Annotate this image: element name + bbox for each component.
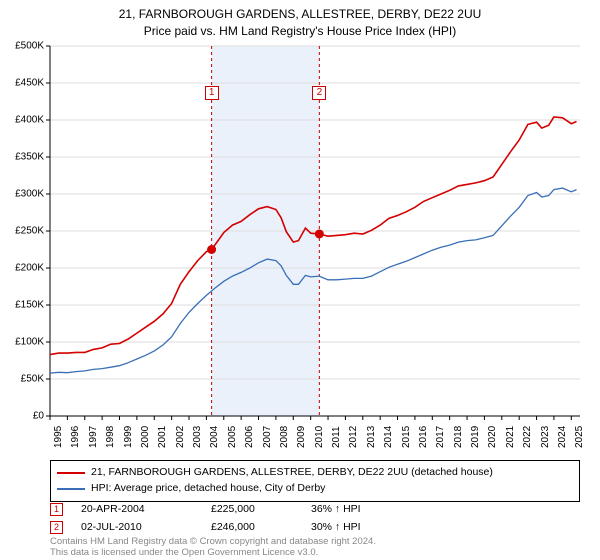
legend: 21, FARNBOROUGH GARDENS, ALLESTREE, DERB… — [50, 460, 580, 502]
x-tick-label: 2008 — [279, 426, 290, 448]
legend-swatch — [57, 472, 85, 474]
x-tick-label: 1996 — [70, 426, 81, 448]
x-tick-label: 2001 — [157, 426, 168, 448]
x-tick-label: 2004 — [209, 426, 220, 448]
x-tick-label: 1997 — [88, 426, 99, 448]
y-tick-label: £150K — [15, 300, 44, 311]
y-tick-label: £500K — [15, 41, 44, 52]
x-tick-label: 2024 — [557, 426, 568, 448]
x-tick-label: 2012 — [348, 426, 359, 448]
y-tick-label: £200K — [15, 263, 44, 274]
y-tick-label: £350K — [15, 152, 44, 163]
legend-swatch — [57, 488, 85, 490]
legend-text: HPI: Average price, detached house, City… — [91, 481, 325, 497]
sales-rows: 1 20-APR-2004£225,00036% ↑ HPI 2 02-JUL-201… — [50, 500, 411, 536]
title-line1: 21, FARNBOROUGH GARDENS, ALLESTREE, DERB… — [0, 6, 600, 23]
x-tick-label: 2023 — [540, 426, 551, 448]
sale-marker-label: 2 — [312, 86, 326, 100]
x-tick-label: 2011 — [331, 426, 342, 448]
sale-date: 02-JUL-2010 — [81, 521, 211, 533]
x-tick-label: 2003 — [192, 426, 203, 448]
y-tick-label: £400K — [15, 115, 44, 126]
sale-pct: 30% ↑ HPI — [311, 521, 411, 533]
x-tick-label: 2016 — [418, 426, 429, 448]
y-tick-label: £450K — [15, 78, 44, 89]
chart-container: 21, FARNBOROUGH GARDENS, ALLESTREE, DERB… — [0, 0, 600, 560]
x-tick-label: 2022 — [522, 426, 533, 448]
plot-area: 12 — [50, 46, 580, 416]
x-tick-label: 2002 — [175, 426, 186, 448]
legend-item: HPI: Average price, detached house, City… — [57, 481, 573, 497]
sale-row: 1 20-APR-2004£225,00036% ↑ HPI — [50, 500, 411, 518]
x-tick-label: 2017 — [435, 426, 446, 448]
x-tick-label: 1995 — [53, 426, 64, 448]
y-tick-label: £0 — [33, 411, 44, 422]
sale-price: £246,000 — [211, 521, 311, 533]
x-tick-label: 2014 — [383, 426, 394, 448]
sale-marker-label: 1 — [205, 86, 219, 100]
x-tick-label: 2018 — [453, 426, 464, 448]
x-tick-label: 2006 — [244, 426, 255, 448]
x-tick-label: 2020 — [487, 426, 498, 448]
x-tick-label: 2007 — [262, 426, 273, 448]
chart-svg — [50, 46, 580, 416]
credits: Contains HM Land Registry data © Crown c… — [50, 537, 376, 559]
y-tick-label: £100K — [15, 337, 44, 348]
x-tick-label: 2013 — [366, 426, 377, 448]
y-tick-label: £50K — [21, 374, 44, 385]
y-axis: £0£50K£100K£150K£200K£250K£300K£350K£400… — [0, 46, 48, 416]
credits-line2: This data is licensed under the Open Gov… — [50, 548, 376, 559]
x-tick-label: 2021 — [505, 426, 516, 448]
x-axis: 1995 1996 1997 1998 1999 2000 2001 2002 2003 2004… — [50, 416, 580, 456]
title-block: 21, FARNBOROUGH GARDENS, ALLESTREE, DERB… — [0, 0, 600, 40]
x-tick-label: 1998 — [105, 426, 116, 448]
x-tick-label: 1999 — [123, 426, 134, 448]
sale-row-marker: 2 — [50, 521, 63, 534]
legend-item: 21, FARNBOROUGH GARDENS, ALLESTREE, DERB… — [57, 465, 573, 481]
x-tick-label: 2000 — [140, 426, 151, 448]
sale-row-marker: 1 — [50, 503, 63, 516]
x-tick-label: 2025 — [574, 426, 585, 448]
x-tick-label: 2005 — [227, 426, 238, 448]
x-tick-label: 2015 — [401, 426, 412, 448]
legend-text: 21, FARNBOROUGH GARDENS, ALLESTREE, DERB… — [91, 465, 493, 481]
sale-pct: 36% ↑ HPI — [311, 503, 411, 515]
title-line2: Price paid vs. HM Land Registry's House … — [0, 23, 600, 40]
y-tick-label: £250K — [15, 226, 44, 237]
x-tick-label: 2010 — [314, 426, 325, 448]
sale-date: 20-APR-2004 — [81, 503, 211, 515]
sale-row: 2 02-JUL-2010£246,00030% ↑ HPI — [50, 518, 411, 536]
y-tick-label: £300K — [15, 189, 44, 200]
sale-price: £225,000 — [211, 503, 311, 515]
x-tick-label: 2009 — [296, 426, 307, 448]
x-tick-label: 2019 — [470, 426, 481, 448]
